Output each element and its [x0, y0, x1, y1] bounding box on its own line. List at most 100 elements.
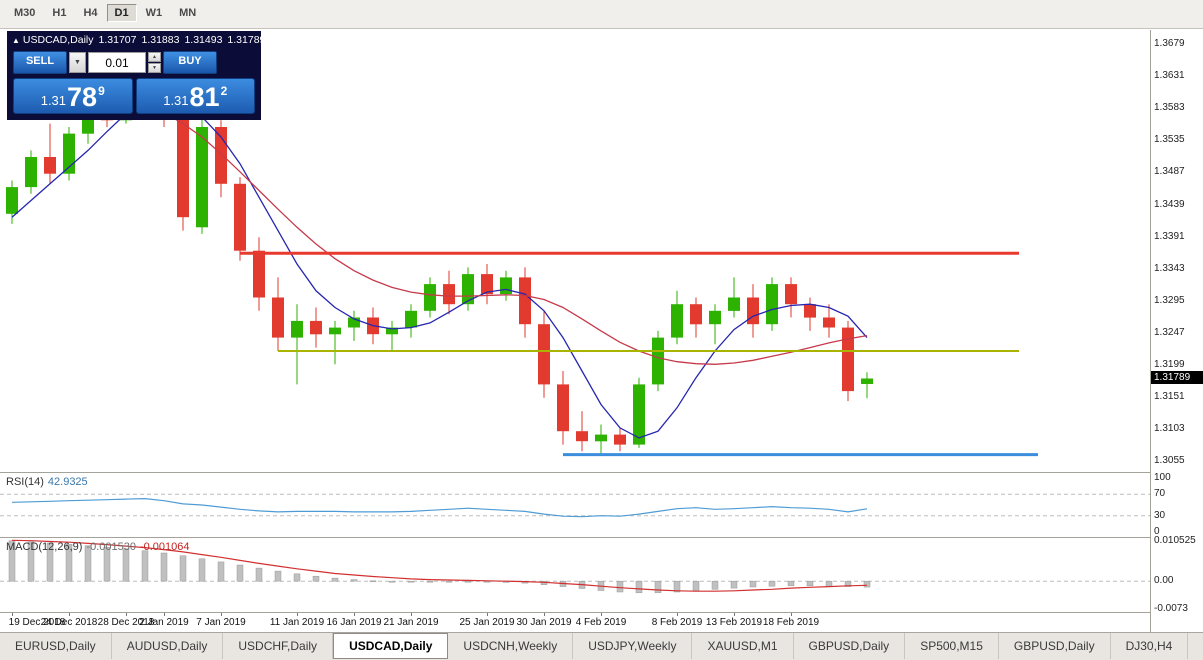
macd-histogram-bar [863, 580, 871, 588]
spin-up-icon[interactable]: ▲ [148, 52, 161, 62]
chart-tab-eurusd-daily[interactable]: EURUSD,Daily [0, 633, 112, 659]
chart-tab-usdchf-daily[interactable]: USDCHF,Daily [223, 633, 334, 659]
candle-body [728, 297, 740, 311]
bid-prefix: 1.31 [40, 93, 67, 108]
macd-histogram-bar [331, 577, 339, 582]
candle-body [272, 297, 284, 338]
lot-size-input[interactable] [88, 52, 146, 73]
macd-histogram-bar [350, 579, 358, 582]
candle-body [424, 284, 436, 311]
time-tick [791, 613, 792, 616]
macd-scale-label: 0.010525 [1154, 535, 1196, 546]
price-scale-label: 1.3439 [1154, 199, 1185, 210]
candle-body [196, 127, 208, 228]
ask-big-digits: 81 [189, 82, 220, 112]
timeframe-button-h4[interactable]: H4 [83, 7, 98, 19]
macd-histogram-bar [711, 580, 719, 590]
macd-name: MACD(12,26,9) [6, 541, 83, 553]
candle-body [500, 277, 512, 295]
candle-body [215, 127, 227, 184]
chart-tab-usdcad-daily[interactable]: USDCAD,Daily [333, 633, 449, 659]
chart-tab-audusd-daily[interactable]: AUDUSD,Daily [112, 633, 224, 659]
time-axis-label: 4 Feb 2019 [575, 617, 627, 628]
buy-button[interactable]: BUY [163, 51, 217, 74]
chart-tab-usdjpy-weekly[interactable]: USDJPY,Weekly [573, 633, 693, 659]
macd-histogram-bar [179, 555, 187, 582]
pane-separator[interactable] [0, 472, 1203, 473]
time-axis-label: 13 Feb 2019 [705, 617, 763, 628]
candle-body [671, 304, 683, 338]
time-tick [297, 613, 298, 616]
chart-tab-tech10[interactable]: TECH10 [1188, 633, 1203, 659]
chart-tab-gbpusd-daily[interactable]: GBPUSD,Daily [794, 633, 906, 659]
collapse-panel-icon[interactable]: ▲ [12, 36, 20, 45]
timeframe-button-h1[interactable]: H1 [52, 7, 67, 19]
ohlc-low: 1.31493 [184, 34, 223, 46]
time-tick [487, 613, 488, 616]
price-scale[interactable]: 1.31789 1.3679 1.3631 1.3583 1.3535 1.3487 1.… [1151, 30, 1203, 632]
macd-histogram-bar [654, 580, 662, 594]
macd-histogram-bar [160, 552, 168, 582]
candle-body [690, 304, 702, 325]
macd-histogram-bar [825, 580, 833, 587]
time-axis-label: 8 Feb 2019 [651, 617, 703, 628]
rsi-indicator-canvas[interactable] [0, 473, 1150, 537]
chart-tab-xauusd-m1[interactable]: XAUUSD,M1 [692, 633, 794, 659]
macd-histogram-bar [445, 580, 453, 583]
macd-histogram-bar [293, 573, 301, 582]
candle-body [253, 250, 265, 298]
timeframe-button-d1[interactable]: D1 [106, 4, 137, 22]
macd-histogram-bar [768, 580, 776, 587]
sell-button[interactable]: SELL [13, 51, 67, 74]
candle-body [804, 304, 816, 318]
chart-tab-dj30-h4[interactable]: DJ30,H4 [1111, 633, 1189, 659]
candle-body [747, 297, 759, 325]
lot-dropdown-button[interactable]: ▼ [69, 52, 86, 73]
timeframe-button-mn[interactable]: MN [179, 7, 197, 19]
rsi-scale-label: 0 [1154, 526, 1160, 537]
chart-tab-gbpusd-daily[interactable]: GBPUSD,Daily [999, 633, 1111, 659]
time-tick [544, 613, 545, 616]
time-axis-label: 2 Jan 2019 [139, 617, 189, 628]
macd-histogram-bar [673, 580, 681, 593]
trade-controls-row: SELL ▼ ▲ ▼ BUY [8, 48, 260, 76]
price-scale-label: 1.3631 [1154, 70, 1185, 81]
time-axis-label: 21 Jan 2019 [383, 617, 439, 628]
candle-body [234, 183, 246, 251]
candle-body [519, 277, 531, 325]
macd-histogram-bar [787, 580, 795, 587]
rsi-scale-label: 100 [1154, 472, 1171, 483]
candle-body [842, 327, 854, 392]
timeframe-button-w1[interactable]: W1 [145, 7, 163, 19]
buy-price-button[interactable]: 1.31 81 2 [135, 78, 255, 114]
candle-body [386, 327, 398, 335]
ohlc-high: 1.31883 [141, 34, 180, 46]
candle-body [405, 310, 417, 328]
pane-separator[interactable] [0, 537, 1203, 538]
macd-histogram-bar [103, 546, 111, 582]
price-scale-label: 1.3295 [1154, 295, 1185, 306]
macd-histogram-bar [312, 575, 320, 582]
macd-histogram-bar [635, 580, 643, 594]
sell-price-button[interactable]: 1.31 78 9 [13, 78, 133, 114]
time-axis[interactable]: 19 Dec 2018 24 Dec 2018 28 Dec 2018 2 Jan 2… [0, 613, 1150, 632]
macd-histogram-bar [806, 580, 814, 587]
rsi-name: RSI(14) [6, 476, 44, 488]
rsi-scale-label: 30 [1154, 510, 1166, 521]
candle-body [44, 157, 56, 174]
ohlc-close: 1.31789 [227, 34, 266, 46]
candle-body [595, 434, 607, 442]
candle-body [766, 284, 778, 325]
macd-histogram-bar [616, 580, 624, 593]
spin-down-icon[interactable]: ▼ [148, 63, 161, 73]
price-scale-border [1150, 30, 1151, 632]
macd-indicator-canvas[interactable] [0, 538, 1150, 612]
candle-body [576, 431, 588, 442]
macd-histogram-bar [844, 580, 852, 587]
timeframe-button-m30[interactable]: M30 [14, 7, 36, 19]
price-buttons-row: 1.31 78 9 1.31 81 2 [8, 76, 260, 119]
macd-main-value: -0.001530 [86, 541, 136, 553]
chart-tab-usdcnh-weekly[interactable]: USDCNH,Weekly [448, 633, 574, 659]
chart-tab-sp500-m15[interactable]: SP500,M15 [905, 633, 999, 659]
time-axis-label: 24 Dec 2018 [40, 617, 98, 628]
